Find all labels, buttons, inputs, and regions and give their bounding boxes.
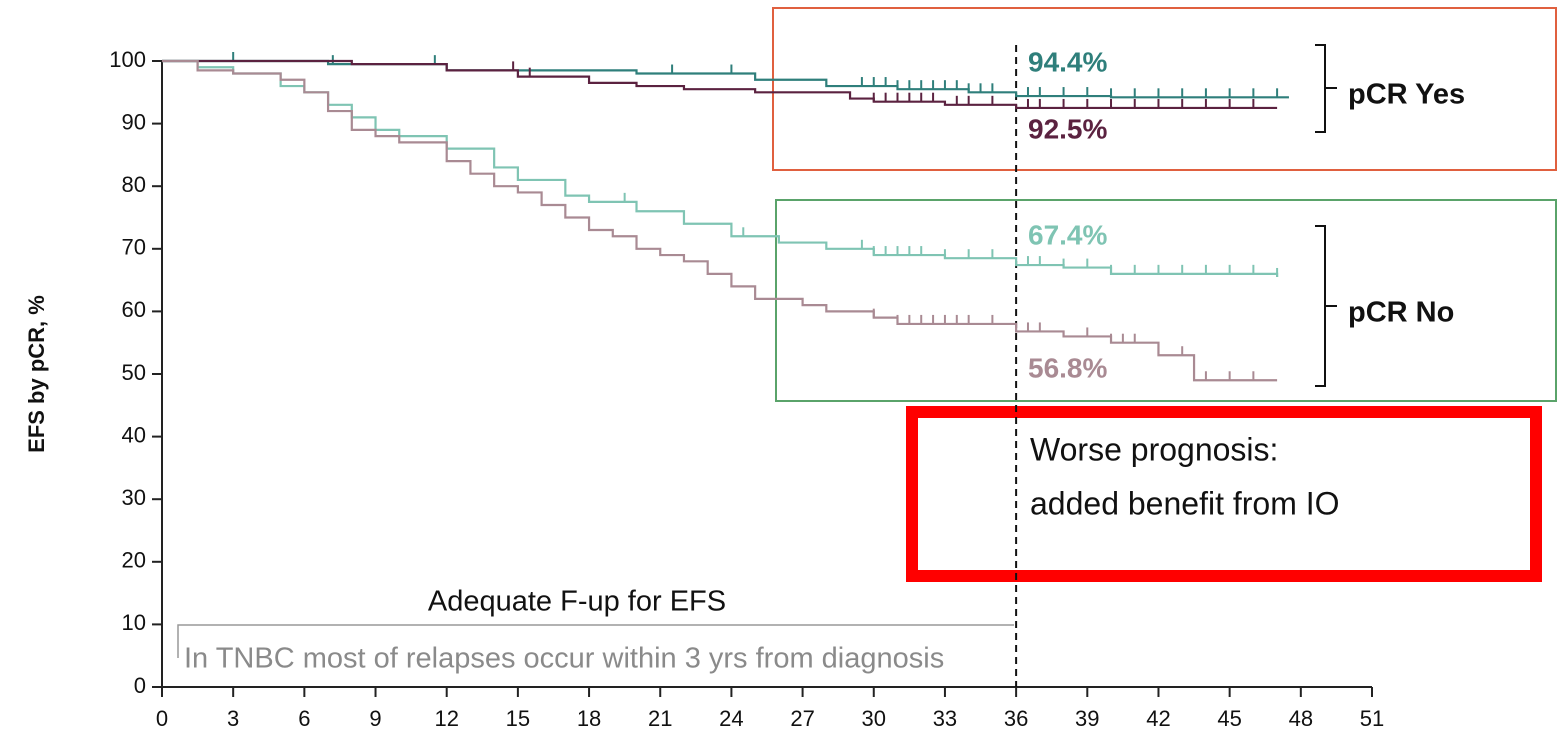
y-tick-label: 10 — [122, 610, 146, 635]
y-axis-label: EFS by pCR, % — [24, 295, 49, 453]
x-tick-label: 27 — [790, 706, 814, 731]
x-tick-label: 12 — [434, 706, 458, 731]
step-line — [162, 59, 1289, 99]
y-tick-label: 60 — [122, 297, 146, 322]
y-tick-label: 40 — [122, 422, 146, 447]
annotation: 67.4% — [1028, 219, 1107, 250]
annotation: Adequate F-up for EFS — [428, 586, 726, 618]
y-tick-label: 30 — [122, 485, 146, 510]
x-tick-label: 24 — [719, 706, 743, 731]
y-tick-label: 0 — [134, 673, 146, 698]
x-tick-label: 39 — [1075, 706, 1099, 731]
y-tick-label: 90 — [122, 109, 146, 134]
y-tick-label: 100 — [109, 47, 146, 72]
bracket — [1315, 44, 1337, 133]
x-tick-label: 15 — [506, 706, 530, 731]
y-tick-label: 80 — [122, 172, 146, 197]
y-tick-label: 50 — [122, 360, 146, 385]
x-tick-label: 45 — [1217, 706, 1241, 731]
annotation: 92.5% — [1028, 113, 1107, 144]
y-tick-label: 70 — [122, 235, 146, 260]
annotation: 56.8% — [1028, 352, 1107, 383]
x-tick-label: 33 — [933, 706, 957, 731]
x-tick-label: 9 — [369, 706, 381, 731]
bracket — [1315, 225, 1337, 387]
step-line — [162, 59, 1278, 110]
annotation: pCR No — [1348, 297, 1454, 329]
x-tick-label: 51 — [1360, 706, 1384, 731]
x-tick-label: 36 — [1004, 706, 1028, 731]
bracket — [177, 624, 1014, 658]
annotation: added benefit from IO — [1030, 485, 1340, 521]
callout-box — [906, 406, 1542, 582]
x-tick-label: 30 — [862, 706, 886, 731]
x-tick-label: 6 — [298, 706, 310, 731]
x-tick-label: 42 — [1146, 706, 1170, 731]
y-tick-label: 20 — [122, 548, 146, 573]
x-tick-label: 21 — [648, 706, 672, 731]
x-tick-label: 3 — [227, 706, 239, 731]
step-line — [162, 59, 1279, 277]
highlight-box — [775, 199, 1557, 402]
annotation: Worse prognosis: — [1030, 431, 1278, 467]
annotation: pCR Yes — [1348, 79, 1465, 111]
highlight-box — [772, 7, 1557, 171]
x-tick-label: 18 — [577, 706, 601, 731]
annotation: In TNBC most of relapses occur within 3 … — [184, 643, 944, 675]
x-tick-label: 48 — [1289, 706, 1313, 731]
x-tick-label: 0 — [156, 706, 168, 731]
annotation: 94.4% — [1028, 46, 1107, 77]
